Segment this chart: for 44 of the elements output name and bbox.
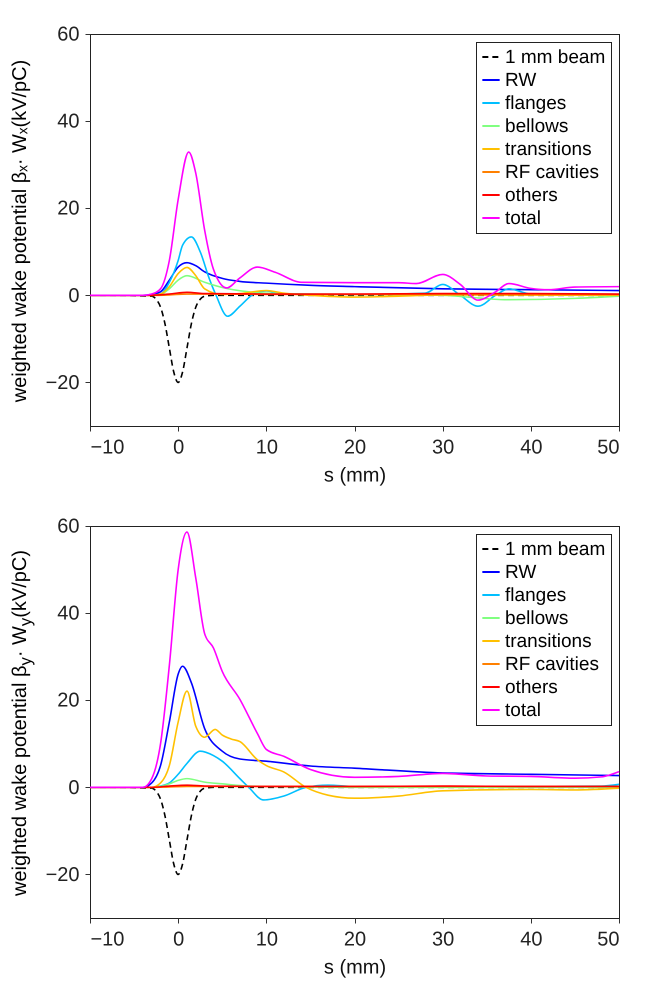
x-tick-label: 30 <box>432 436 454 458</box>
legend-label: RF cavities <box>505 162 599 183</box>
y-tick-label: 0 <box>68 284 80 307</box>
legend-label: RF cavities <box>505 654 599 675</box>
legend-label: RW <box>505 562 536 583</box>
legend-label: 1 mm beam <box>505 539 606 560</box>
legend-label: total <box>505 208 541 229</box>
y-tick-label: 60 <box>57 24 80 46</box>
legend-label: others <box>505 185 558 206</box>
legend-label: 1 mm beam <box>505 47 606 68</box>
legend-label: total <box>505 700 541 721</box>
x-tick-label: 10 <box>256 436 278 458</box>
legend-label: bellows <box>505 116 568 137</box>
x-tick-label: 10 <box>256 928 278 950</box>
y-tick-label: −20 <box>46 372 80 394</box>
y-tick-label: 40 <box>57 602 80 625</box>
y-tick-label: 40 <box>57 110 80 133</box>
x-tick-label: 0 <box>173 436 184 458</box>
legend-label: flanges <box>505 585 566 606</box>
legend-label: transitions <box>505 139 592 160</box>
x-tick-label: 20 <box>344 436 366 458</box>
legend-label: flanges <box>505 93 566 114</box>
x-tick-label: 30 <box>432 928 454 950</box>
legend-label: bellows <box>505 608 568 629</box>
legend-label: transitions <box>505 631 592 652</box>
y-tick-label: 20 <box>57 690 80 712</box>
x-axis-title: s (mm) <box>324 956 386 978</box>
y-tick-label: 60 <box>57 516 80 538</box>
y-tick-label: −20 <box>46 864 80 886</box>
y-tick-label: 0 <box>68 776 80 799</box>
legend-label: RW <box>505 70 536 91</box>
x-axis-title: s (mm) <box>324 464 386 486</box>
x-tick-label: −10 <box>90 928 124 950</box>
x-tick-label: 50 <box>597 928 620 950</box>
y-tick-label: 20 <box>57 198 80 220</box>
legend-label: others <box>505 677 558 698</box>
line-series <box>89 531 620 788</box>
x-tick-label: 40 <box>520 928 542 950</box>
x-tick-label: −10 <box>90 436 124 458</box>
x-tick-label: 50 <box>597 436 620 458</box>
x-tick-label: 40 <box>520 436 542 458</box>
x-tick-label: 20 <box>344 928 366 950</box>
x-tick-label: 0 <box>173 928 184 950</box>
y-axis-title: weighted wake potential βₓ· Wₓ(kV/pC) <box>9 58 32 404</box>
